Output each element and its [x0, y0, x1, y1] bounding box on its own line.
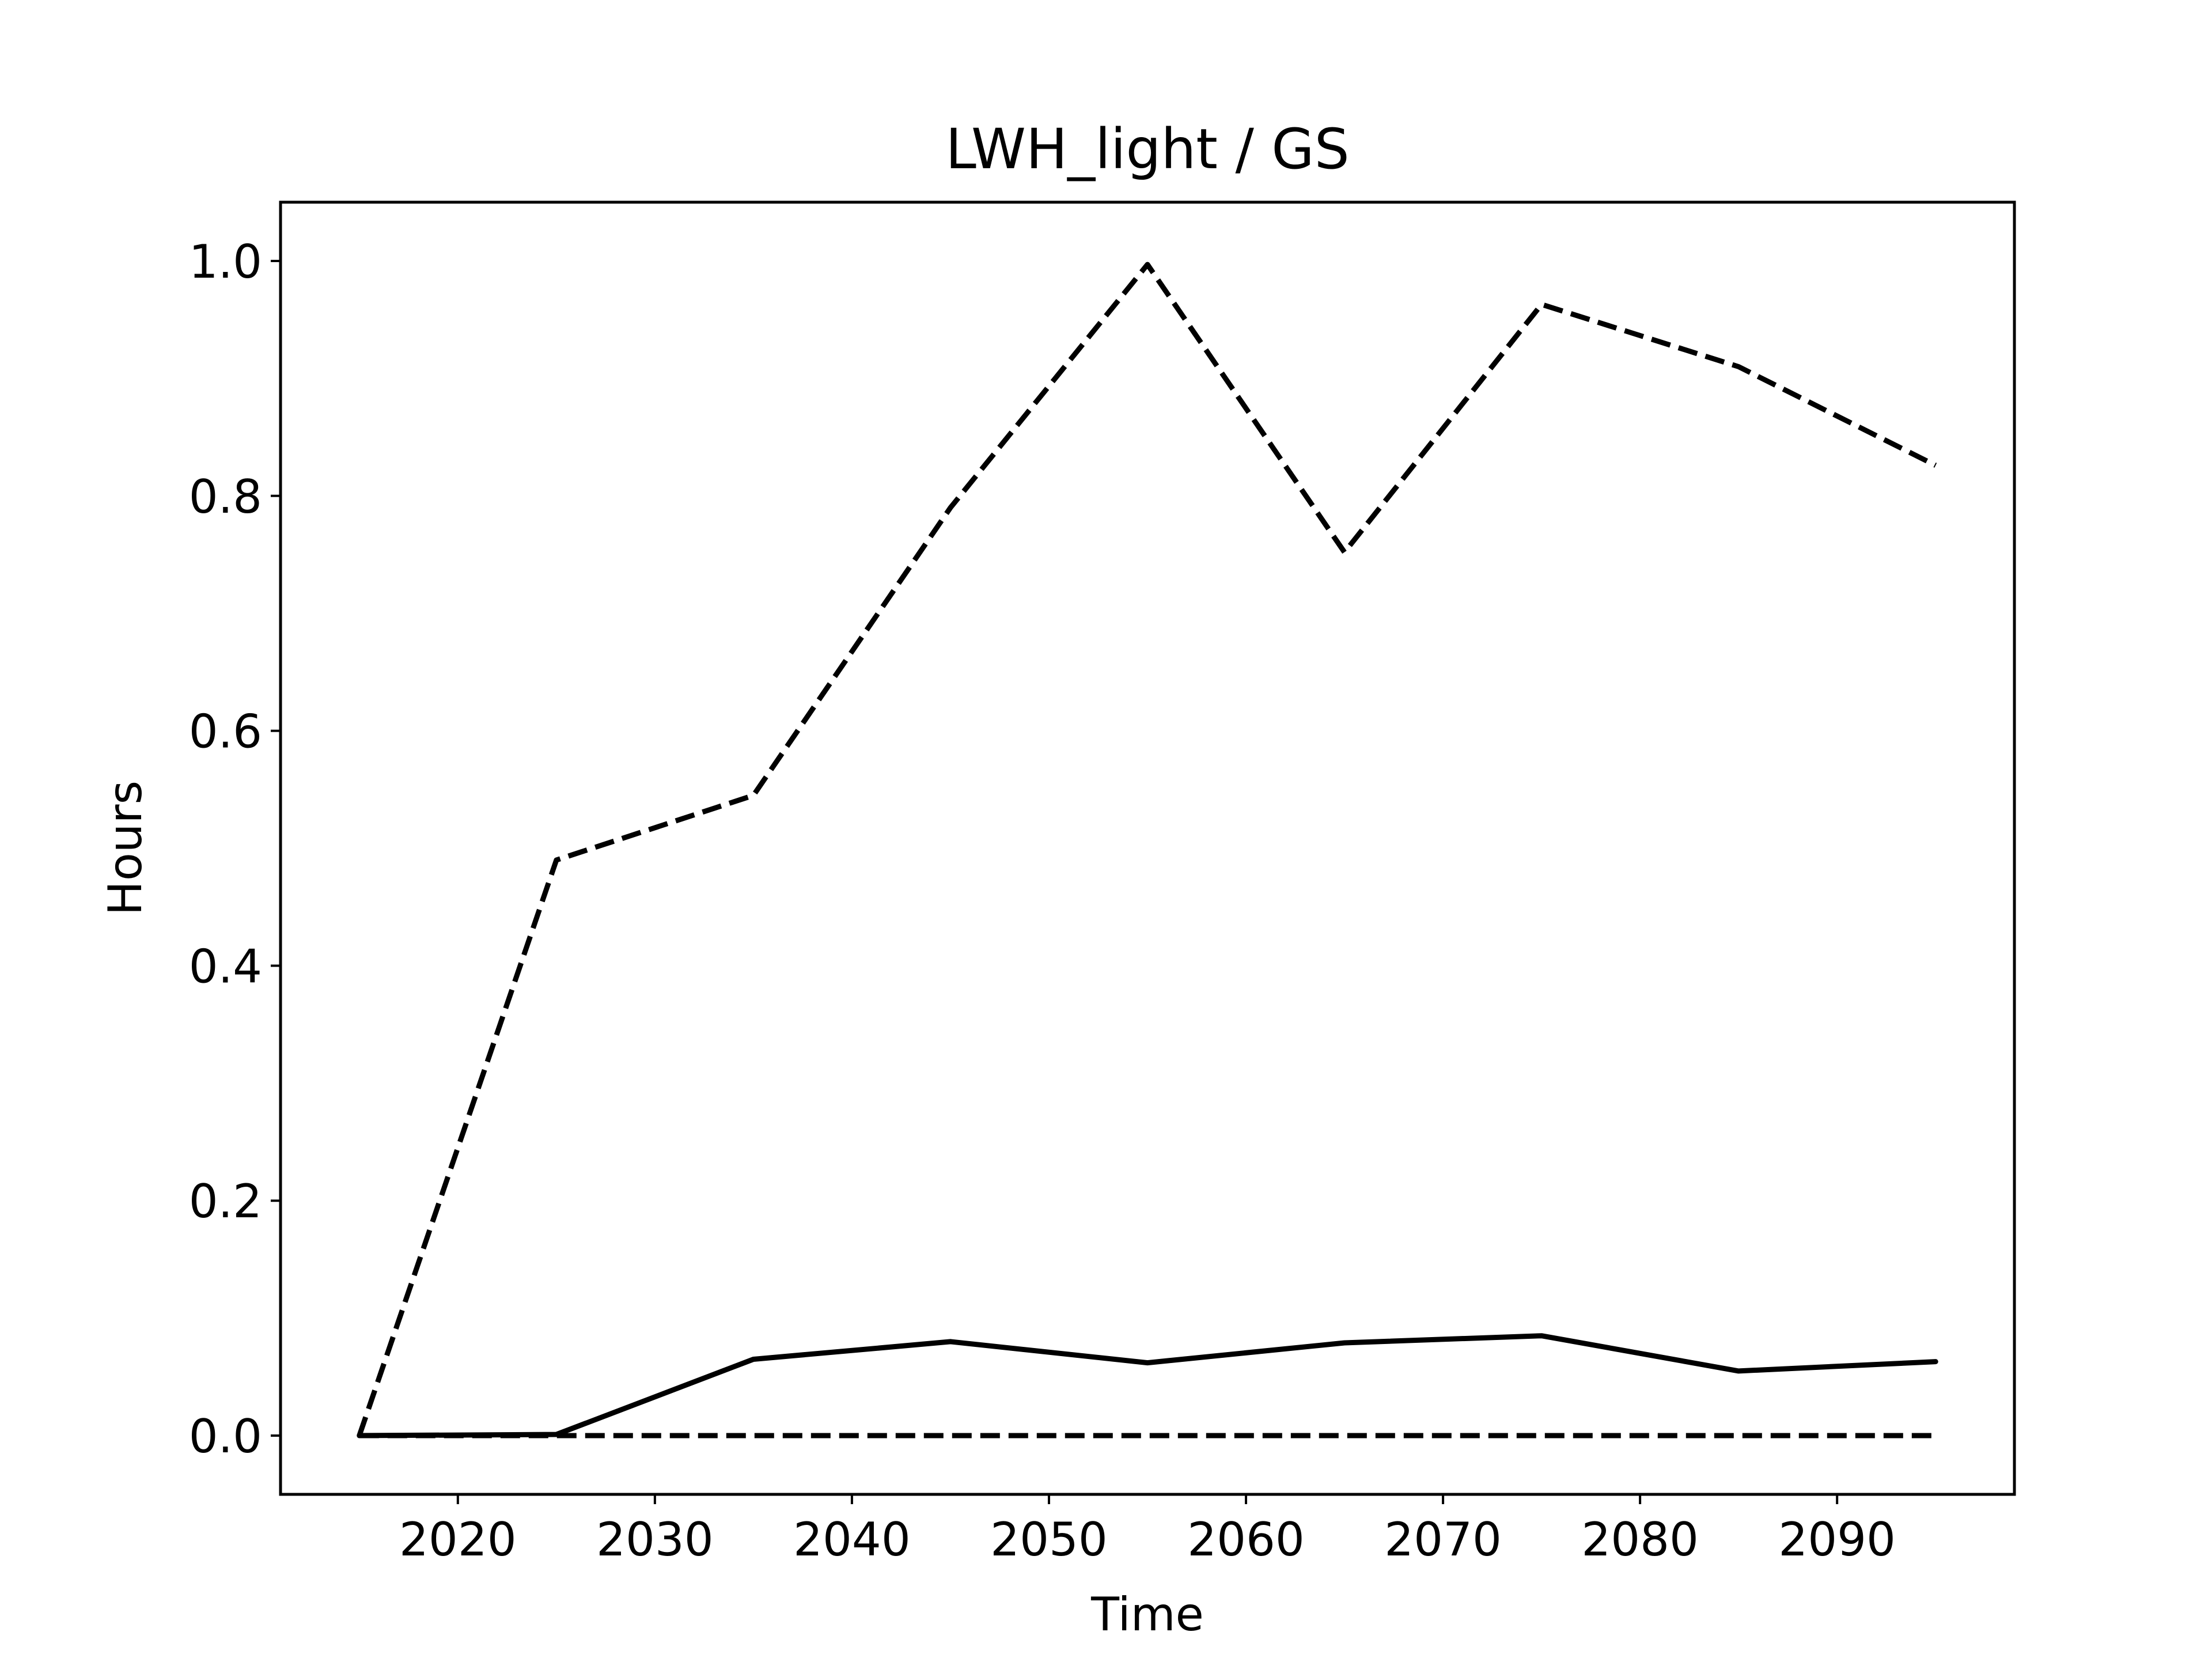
- x-tick-label-2070: 2070: [1384, 1513, 1502, 1566]
- y-axis-label: Hours: [99, 781, 152, 915]
- x-tick-label-2080: 2080: [1581, 1513, 1699, 1566]
- x-tick-label-2090: 2090: [1778, 1513, 1896, 1566]
- x-tick-label-2040: 2040: [793, 1513, 911, 1566]
- x-tick-label-2030: 2030: [596, 1513, 714, 1566]
- y-tick-label-2: 0.4: [189, 940, 262, 993]
- series-line-2: [357, 1333, 1938, 1438]
- x-tick-label-2060: 2060: [1187, 1513, 1305, 1566]
- x-axis: 2020 2030 2040 2050 2060 2070 2080 2090: [399, 1494, 1896, 1566]
- x-tick-label-2020: 2020: [399, 1513, 517, 1566]
- x-axis-label: Time: [1090, 1588, 1204, 1641]
- x-tick-label-2050: 2050: [990, 1513, 1108, 1566]
- series-line-1: [357, 262, 1937, 1437]
- plot-frame: [279, 200, 2016, 1496]
- plot-area: [357, 262, 1938, 1438]
- y-tick-label-3: 0.6: [189, 705, 262, 759]
- y-axis: 0.0 0.2 0.4 0.6 0.8 1.0: [189, 235, 281, 1463]
- y-tick-label-5: 1.0: [189, 235, 262, 289]
- y-tick-label-1: 0.2: [189, 1175, 262, 1228]
- chart-title: LWH_light / GS: [945, 117, 1349, 181]
- y-tick-label-0: 0.0: [189, 1410, 262, 1463]
- y-tick-label-4: 0.8: [189, 470, 262, 524]
